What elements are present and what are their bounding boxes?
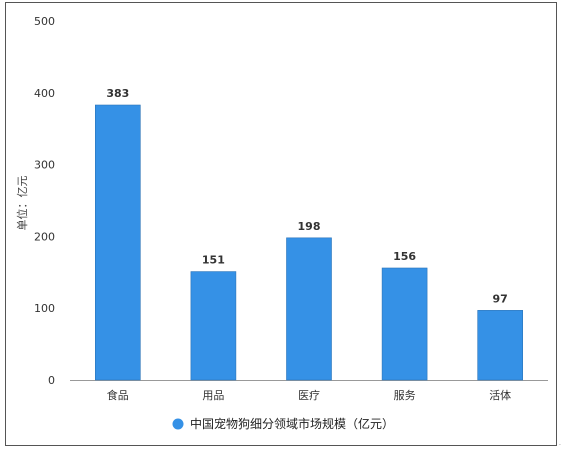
y-tick-label: 500	[34, 15, 55, 28]
y-tick-label: 200	[34, 230, 55, 243]
data-label: 198	[298, 220, 321, 233]
bar-3	[381, 267, 428, 381]
legend-label: 中国宠物狗细分领域市场规模（亿元）	[190, 416, 394, 431]
data-label: 383	[106, 87, 129, 100]
y-tick-label: 400	[34, 87, 55, 100]
x-axis-categories: 食品 用品 医疗 服务 活体	[107, 388, 511, 402]
bar-1	[190, 271, 237, 381]
x-category-label: 医疗	[298, 388, 320, 402]
y-tick-label: 0	[48, 374, 55, 387]
bar-0	[95, 104, 141, 381]
data-label: 156	[393, 250, 416, 263]
x-category-label: 活体	[489, 388, 511, 402]
y-axis-label: 单位：亿元	[15, 176, 29, 231]
data-label: 151	[202, 254, 225, 267]
x-category-label: 服务	[394, 389, 416, 402]
y-tick-label: 100	[34, 302, 55, 315]
y-tick-label: 300	[34, 159, 55, 172]
data-label: 97	[493, 292, 508, 305]
legend: 中国宠物狗细分领域市场规模（亿元）	[172, 416, 394, 431]
x-category-label: 食品	[107, 388, 129, 402]
corner-mark: .	[559, 440, 561, 447]
data-labels: 383 151 198 156 97	[106, 87, 508, 305]
bar-4	[477, 310, 524, 381]
legend-marker	[172, 418, 184, 430]
bars	[95, 104, 524, 381]
x-category-label: 用品	[202, 389, 224, 402]
y-axis-ticks: 0 100 200 300 400 500	[34, 15, 55, 387]
bar-2	[286, 237, 332, 381]
